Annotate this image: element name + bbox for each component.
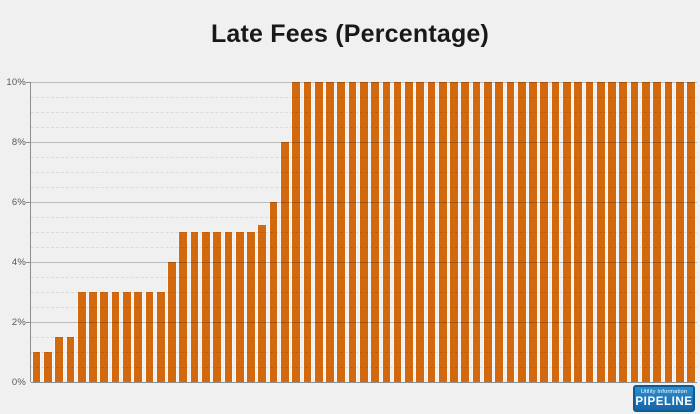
bar[interactable] [279, 142, 290, 382]
bar[interactable] [471, 82, 482, 382]
bar[interactable] [212, 232, 222, 382]
bar[interactable] [65, 337, 76, 382]
bar[interactable] [550, 82, 561, 382]
bar[interactable] [483, 82, 493, 382]
bar[interactable] [584, 82, 595, 382]
y-axis-label: 8% [11, 137, 26, 148]
bar[interactable] [415, 82, 426, 382]
bar[interactable] [674, 82, 685, 382]
y-axis-label: 4% [11, 257, 26, 268]
y-axis-label: 0% [11, 377, 26, 388]
bar[interactable] [291, 82, 301, 382]
bar[interactable] [640, 82, 651, 382]
y-axis-label: 2% [11, 317, 26, 328]
bar[interactable] [246, 232, 256, 382]
bar[interactable] [663, 82, 674, 382]
bar[interactable] [358, 82, 369, 382]
bar-series [31, 82, 697, 382]
bar[interactable] [595, 82, 606, 382]
bar[interactable] [234, 232, 245, 382]
bar[interactable] [31, 352, 42, 382]
bar[interactable] [629, 82, 640, 382]
bar[interactable] [516, 82, 527, 382]
bar[interactable] [133, 292, 144, 382]
bar[interactable] [426, 82, 437, 382]
bar[interactable] [347, 82, 358, 382]
bar[interactable] [155, 292, 166, 382]
chart-title: Late Fees (Percentage) [210, 20, 490, 48]
bar[interactable] [178, 232, 189, 382]
bar[interactable] [460, 82, 471, 382]
bar[interactable] [223, 232, 234, 382]
bar[interactable] [652, 82, 662, 382]
bar[interactable] [167, 262, 177, 382]
bar[interactable] [336, 82, 347, 382]
bar[interactable] [381, 82, 392, 382]
bar[interactable] [618, 82, 629, 382]
plot-area [26, 82, 697, 383]
bar[interactable] [54, 337, 65, 382]
bar[interactable] [257, 224, 268, 382]
bar[interactable] [313, 82, 324, 382]
y-axis-label: 10% [6, 77, 26, 88]
y-axis-label: 6% [11, 197, 26, 208]
bar[interactable] [144, 292, 155, 382]
x-axis-line [31, 382, 697, 383]
bar[interactable] [392, 82, 403, 382]
bar[interactable] [437, 82, 448, 382]
bar[interactable] [201, 232, 211, 382]
bar[interactable] [562, 82, 572, 382]
bar[interactable] [505, 82, 516, 382]
bar[interactable] [686, 82, 696, 382]
bar[interactable] [325, 82, 335, 382]
bar[interactable] [99, 292, 110, 382]
bar[interactable] [370, 82, 380, 382]
bar[interactable] [528, 82, 538, 382]
bar[interactable] [449, 82, 459, 382]
bar[interactable] [607, 82, 617, 382]
logo-text-large: PIPELINE [635, 396, 693, 408]
bar[interactable] [539, 82, 550, 382]
bar[interactable] [189, 232, 200, 382]
bar[interactable] [122, 292, 132, 382]
logo-text-small: Utility Information [640, 389, 688, 395]
bar[interactable] [43, 352, 53, 382]
bar[interactable] [302, 82, 313, 382]
bar[interactable] [88, 292, 98, 382]
bar[interactable] [268, 202, 279, 382]
bar[interactable] [404, 82, 414, 382]
bar[interactable] [76, 292, 87, 382]
bar[interactable] [110, 292, 121, 382]
bar[interactable] [573, 82, 583, 382]
bar[interactable] [494, 82, 505, 382]
pipeline-logo: Utility Information PIPELINE [633, 385, 695, 412]
